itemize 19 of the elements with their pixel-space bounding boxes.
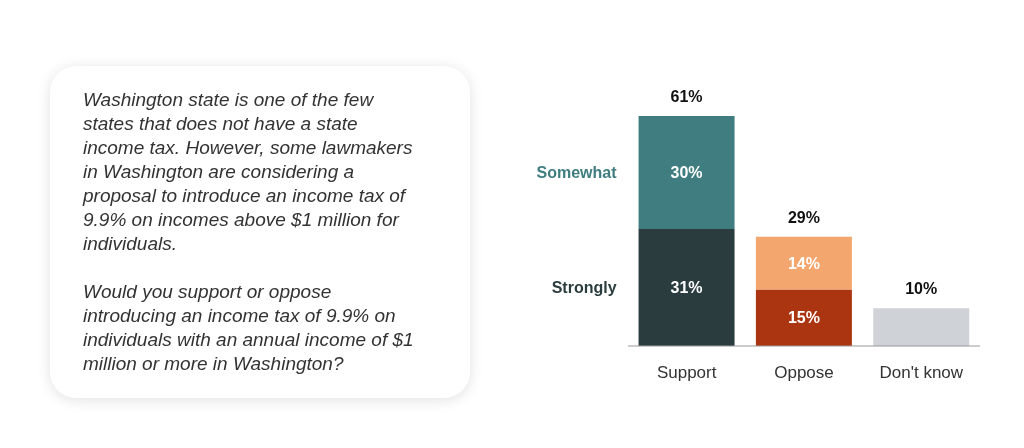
text: Washington state is one of the few states that does not have a state income tax. However, some lawmakers in Washington are considering a proposal to introduce an income tax of 9.9% on incomes above $1 million for individuals. <box>83 88 414 256</box>
x-tick-label: Don't know <box>879 363 964 383</box>
bar <box>755 236 852 290</box>
data-label: 30% <box>670 164 703 182</box>
bar <box>755 289 852 346</box>
total-label: 10% <box>905 280 938 298</box>
bar <box>873 308 970 346</box>
x-tick-label: Support <box>656 363 717 383</box>
x-tick-label: Oppose <box>774 363 834 383</box>
series-label: Strongly <box>551 279 617 297</box>
data-label: 31% <box>670 279 703 297</box>
bar <box>638 116 735 230</box>
text: Would you support or oppose introducing an income tax of 9.9% on individuals with an annual income of $1 million or more in Washington? <box>83 280 415 376</box>
data-label: 14% <box>787 254 820 272</box>
data-label: 15% <box>787 309 820 327</box>
series-label: Somewhat <box>536 164 618 182</box>
bar <box>638 229 735 346</box>
total-label: 61% <box>670 88 703 105</box>
total-label: 29% <box>787 208 820 226</box>
